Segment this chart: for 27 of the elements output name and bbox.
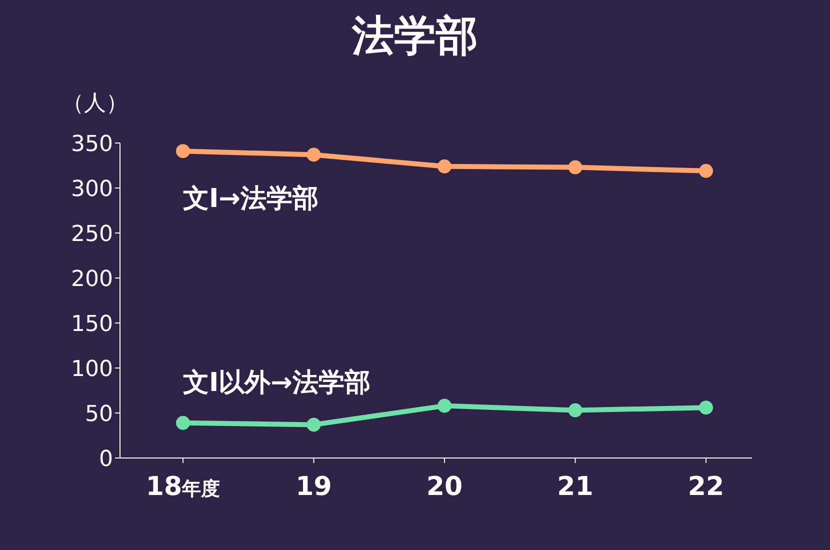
point <box>176 416 190 430</box>
point <box>306 418 321 432</box>
point <box>438 159 452 174</box>
point <box>438 398 452 413</box>
y-tick-label: 200 <box>71 266 113 292</box>
x-tick-label: 19 <box>296 472 332 502</box>
point <box>568 403 582 418</box>
series-label: 文Ⅰ→法学部 <box>183 184 318 214</box>
y-tick-label: 150 <box>71 312 113 337</box>
point <box>568 160 582 174</box>
y-tick-label: 0 <box>99 446 113 472</box>
y-tick-label: 350 <box>71 132 113 157</box>
x-tick-label: 22 <box>688 472 724 502</box>
x-tick-label: 20 <box>426 472 463 502</box>
y-axis-title: （人） <box>62 90 128 118</box>
y-tick-label: 50 <box>85 402 113 427</box>
point <box>699 400 713 415</box>
y-tick-label: 300 <box>71 176 113 202</box>
x-tick-label: 21 <box>557 472 594 502</box>
point <box>306 148 321 162</box>
series-label: 文Ⅰ以外→法学部 <box>183 368 370 398</box>
chart-title: 法学部 <box>350 10 479 62</box>
y-tick-label: 250 <box>71 222 113 247</box>
y-tick-label: 100 <box>71 356 113 382</box>
x-tick-label: 18年度 <box>146 472 220 502</box>
point <box>699 164 713 178</box>
point <box>176 144 190 158</box>
